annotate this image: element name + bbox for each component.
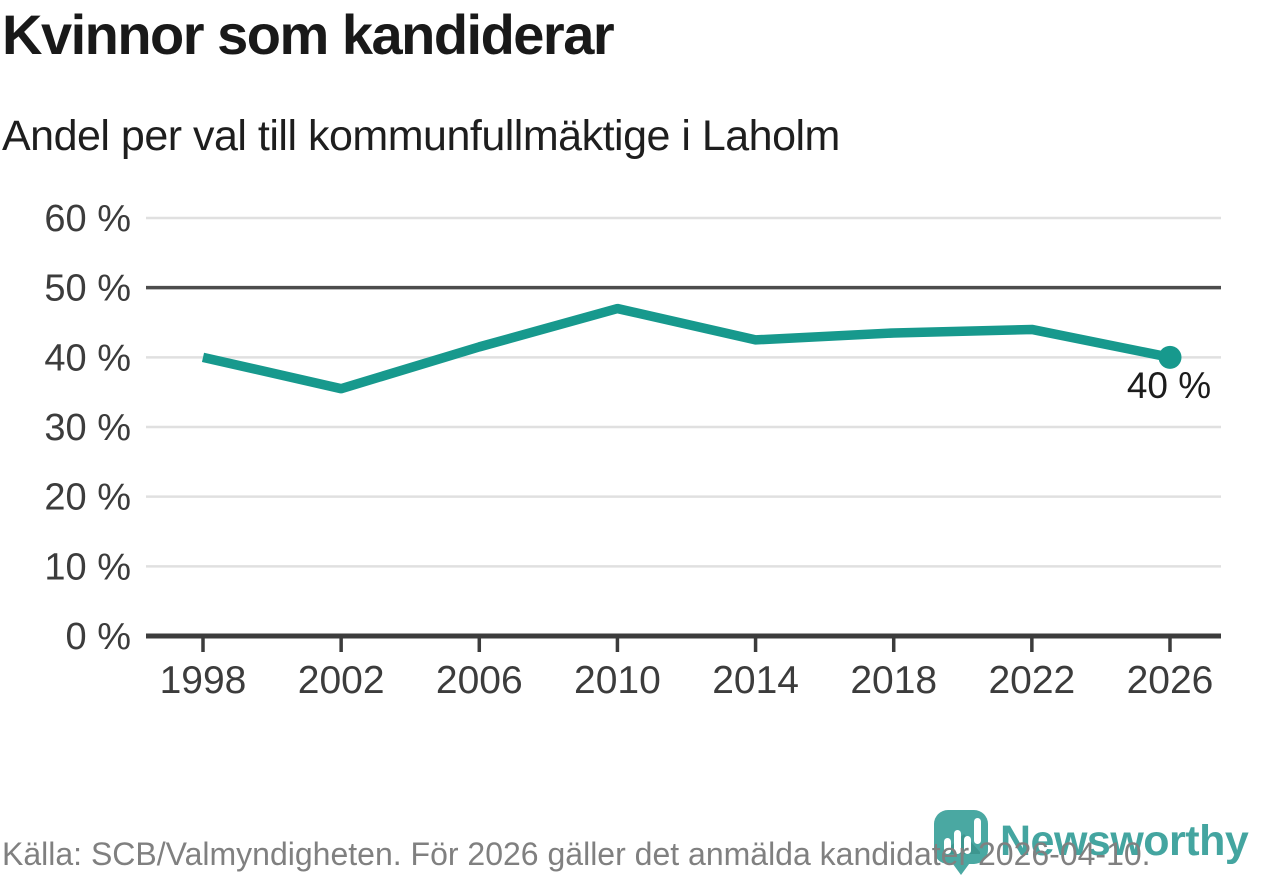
- y-tick-label-10: 10 %: [44, 546, 131, 588]
- newsworthy-logo: Newsworthy: [932, 808, 1249, 875]
- x-tick-label-2018: 2018: [850, 659, 937, 702]
- last-value-annotation: 40 %: [1126, 365, 1212, 406]
- y-tick-label-20: 20 %: [44, 477, 131, 519]
- x-tick-label-2010: 2010: [574, 659, 661, 702]
- chart-subtitle: Andel per val till kommunfullmäktige i L…: [2, 112, 840, 160]
- x-tick-label-2022: 2022: [988, 659, 1075, 702]
- y-tick-label-30: 30 %: [44, 407, 131, 449]
- x-tick-label-2014: 2014: [712, 659, 799, 702]
- source-text: Källa: SCB/Valmyndigheten. För 2026 gäll…: [2, 836, 1151, 872]
- data-line: [201, 303, 1171, 394]
- chart-title: Kvinnor som kandiderar: [2, 3, 615, 66]
- last-point-marker: [1158, 345, 1182, 369]
- y-tick-label-0: 0 %: [66, 616, 131, 658]
- newsworthy-wordmark: Newsworthy: [1000, 817, 1249, 865]
- x-tick-label-2006: 2006: [436, 659, 523, 702]
- y-tick-label-50: 50 %: [44, 268, 131, 310]
- y-tick-label-60: 60 %: [44, 198, 131, 240]
- x-tick-label-1998: 1998: [160, 659, 247, 702]
- newsworthy-bubble-icon: [934, 810, 988, 875]
- x-tick-label-2026: 2026: [1127, 659, 1214, 702]
- x-tick-label-2002: 2002: [298, 659, 385, 702]
- y-tick-label-40: 40 %: [44, 337, 131, 379]
